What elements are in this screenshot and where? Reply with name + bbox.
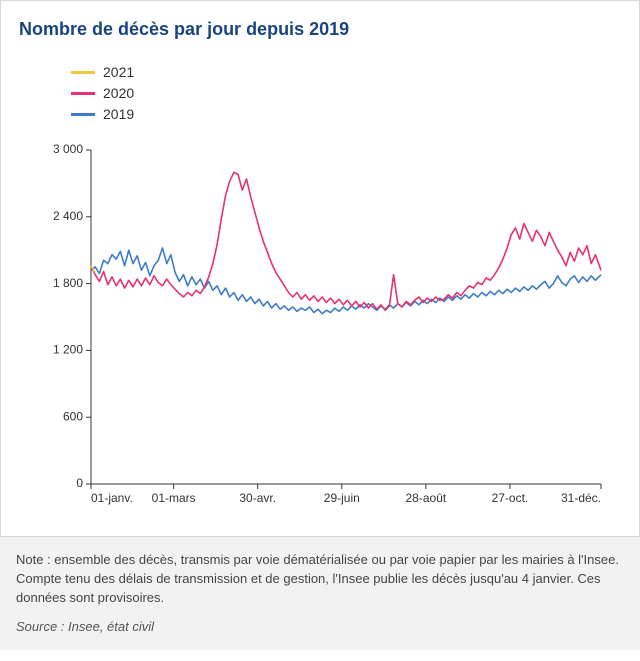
legend-label: 2019 <box>103 104 134 125</box>
legend-item: 2021 <box>71 62 134 83</box>
series-2020 <box>91 172 601 310</box>
svg-text:28-août: 28-août <box>406 491 447 505</box>
legend-swatch <box>71 113 95 116</box>
svg-text:1 800: 1 800 <box>53 276 83 290</box>
chart-footnote: Note : ensemble des décès, transmis par … <box>0 537 640 650</box>
legend-swatch <box>71 92 95 95</box>
chart-legend: 202120202019 <box>71 62 134 125</box>
source-text: Source : Insee, état civil <box>16 618 624 637</box>
chart-container: 202120202019 0 600 1 200 1 800 2 400 3 000 01-… <box>19 54 621 524</box>
chart-card: Nombre de décès par jour depuis 2019 202… <box>0 0 640 537</box>
svg-text:29-juin: 29-juin <box>324 491 360 505</box>
legend-swatch <box>71 71 95 74</box>
chart-title: Nombre de décès par jour depuis 2019 <box>19 19 621 40</box>
svg-text:27-oct.: 27-oct. <box>492 491 529 505</box>
svg-text:2 400: 2 400 <box>53 209 83 223</box>
legend-item: 2019 <box>71 104 134 125</box>
note-text: Note : ensemble des décès, transmis par … <box>16 551 624 608</box>
svg-text:0: 0 <box>76 476 83 490</box>
legend-label: 2021 <box>103 62 134 83</box>
svg-text:1 200: 1 200 <box>53 343 83 357</box>
svg-text:31-déc.: 31-déc. <box>561 491 601 505</box>
deaths-line-chart: 202120202019 0 600 1 200 1 800 2 400 3 000 01-… <box>41 54 611 524</box>
svg-text:600: 600 <box>63 409 83 423</box>
legend-item: 2020 <box>71 83 134 104</box>
svg-text:30-avr.: 30-avr. <box>239 491 276 505</box>
svg-text:3 000: 3 000 <box>53 142 83 156</box>
svg-text:01-mars: 01-mars <box>152 491 196 505</box>
legend-label: 2020 <box>103 83 134 104</box>
svg-text:01-janv.: 01-janv. <box>91 491 133 505</box>
